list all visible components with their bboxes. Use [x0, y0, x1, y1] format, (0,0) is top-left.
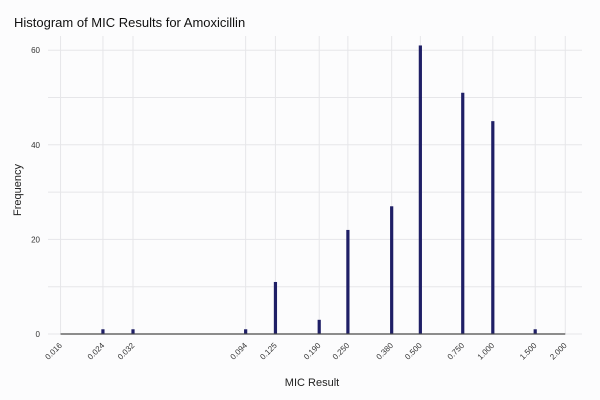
histogram-bar: [131, 329, 135, 334]
x-tick-label: 0.094: [229, 341, 250, 362]
histogram-bar: [461, 92, 465, 334]
x-tick-label: 0.024: [86, 341, 107, 362]
x-axis-label: MIC Result: [285, 377, 339, 389]
histogram-bar: [390, 206, 394, 334]
histogram-bar: [273, 281, 278, 334]
histogram-bar: [346, 229, 350, 334]
x-tick-label: 1.000: [476, 341, 497, 362]
histogram-bar: [101, 329, 105, 334]
x-tick-label: 0.032: [116, 341, 137, 362]
y-tick-label: 40: [31, 141, 40, 150]
x-tick-label: 0.750: [446, 341, 467, 362]
x-tick-label: 2.000: [548, 341, 569, 362]
histogram-bar: [533, 329, 537, 334]
y-tick-label: 0: [36, 330, 41, 339]
histogram-bar: [491, 121, 495, 335]
histogram-bar: [244, 329, 248, 334]
bars-layer: [101, 45, 537, 335]
histogram-bar: [418, 45, 422, 334]
x-ticks-layer: 0.016 0.024 0.032 0.094 0.125 0.190 0.250 0.380…: [43, 341, 569, 362]
y-tick-label: 60: [31, 46, 40, 55]
y-tick-label: 20: [31, 235, 40, 244]
x-tick-label: 1.500: [518, 341, 539, 362]
x-tick-label: 0.250: [331, 341, 352, 362]
x-tick-label: 0.016: [43, 341, 64, 362]
grid-layer: [48, 36, 582, 335]
x-tick-label: 0.380: [375, 341, 396, 362]
histogram-bar: [317, 319, 321, 334]
x-tick-label: 0.125: [258, 341, 279, 362]
y-axis-label: Frequency: [12, 164, 24, 216]
x-tick-label: 0.190: [302, 341, 323, 362]
x-tick-label: 0.500: [403, 341, 424, 362]
y-ticks-layer: 0 20 40 60: [31, 46, 40, 339]
chart-title: Histogram of MIC Results for Amoxicillin: [14, 15, 245, 30]
